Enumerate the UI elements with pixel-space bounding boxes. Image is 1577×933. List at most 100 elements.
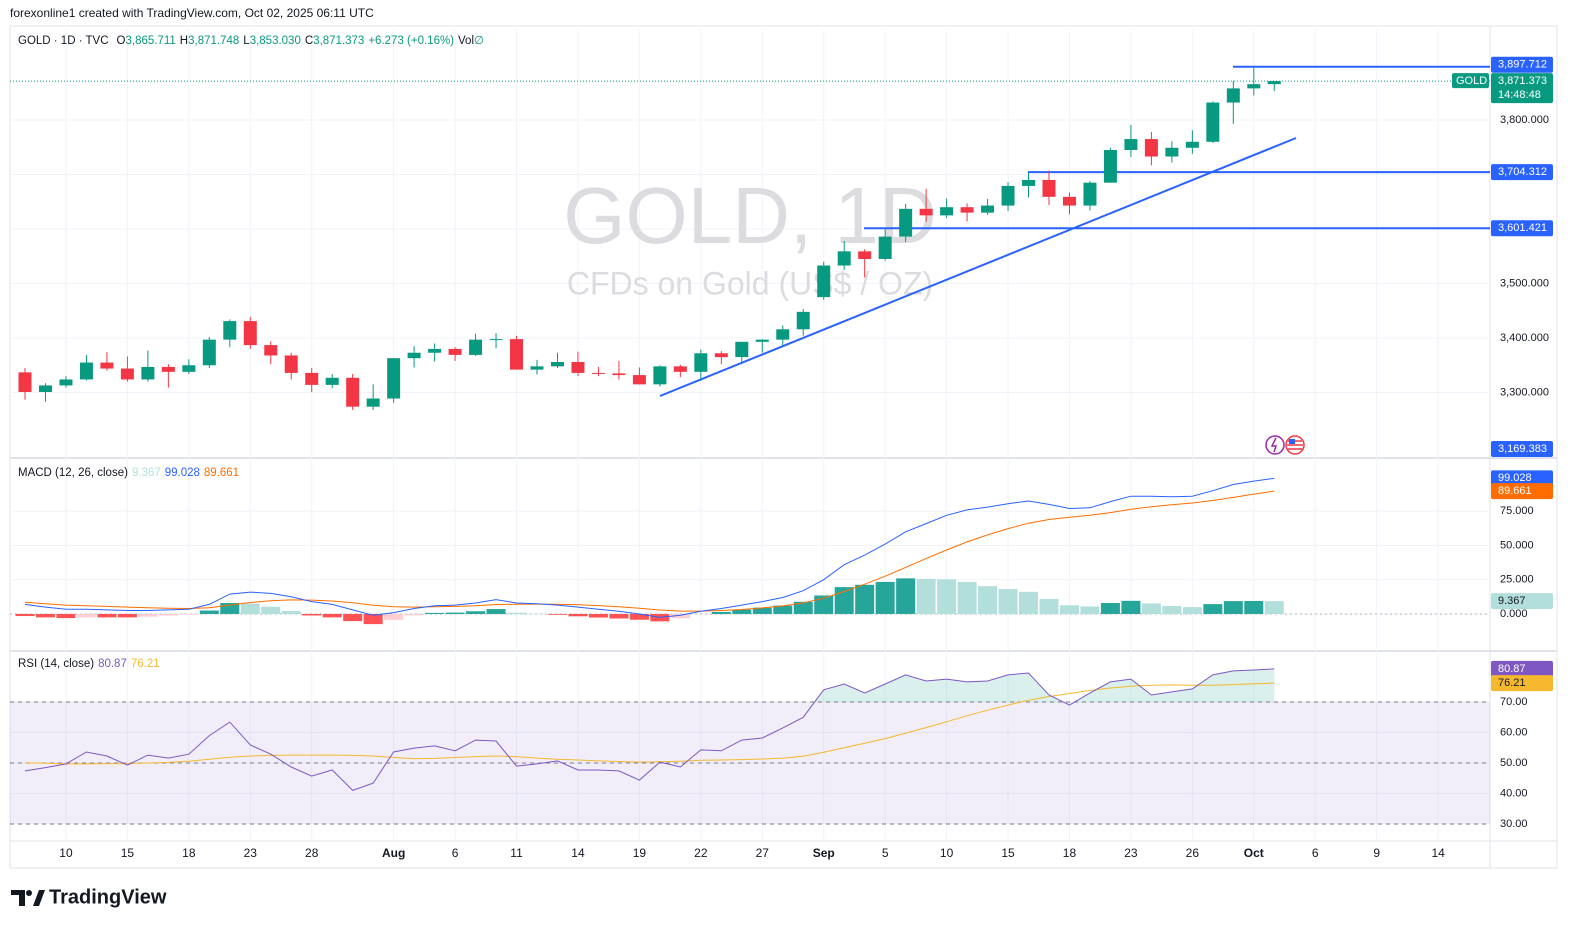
candle-body: [673, 366, 687, 372]
symbol-title: GOLD · 1D · TVC: [18, 35, 109, 47]
histogram-bar: [1203, 604, 1223, 614]
x-tick-label: 14: [571, 846, 585, 860]
histogram-bar: [1100, 603, 1120, 614]
x-tick-label: 26: [1186, 846, 1200, 860]
signal-line: [24, 490, 1275, 612]
candle-body: [960, 207, 974, 213]
volume-key: Vol: [458, 35, 475, 47]
x-tick-label: Aug: [382, 846, 405, 860]
histogram-bar: [732, 609, 752, 614]
candle-body: [182, 365, 196, 372]
histogram-bar: [1141, 603, 1161, 614]
candle-body: [1165, 147, 1179, 157]
histogram-bar: [507, 612, 527, 614]
candle-body: [1083, 182, 1097, 206]
x-tick-label: 5: [882, 846, 889, 860]
histogram-bar: [384, 613, 404, 620]
symbol-tag-box: [1452, 73, 1489, 89]
candle-body: [1103, 149, 1117, 183]
histogram-bar: [1059, 605, 1079, 614]
macd-tag-box: [1491, 593, 1553, 610]
histogram-bar: [158, 613, 178, 616]
level-tag: 3,897.712: [1498, 59, 1547, 71]
candle-body: [530, 366, 544, 370]
x-tick-label: 28: [305, 846, 319, 860]
histogram-bar: [138, 613, 158, 617]
rsi-ma-value: 76.21: [130, 658, 160, 670]
histogram-bar: [466, 611, 486, 614]
candle-body: [776, 329, 790, 340]
candle-body: [612, 373, 626, 376]
y-tick-label: 50.00: [1500, 757, 1528, 769]
candle-body: [428, 348, 442, 353]
level-tag-box: [1491, 56, 1553, 73]
candle-body: [59, 379, 73, 386]
candle-body: [223, 321, 237, 340]
histogram-bar: [896, 578, 916, 614]
candle-body: [366, 398, 380, 407]
x-tick-label: 10: [940, 846, 954, 860]
histogram-bar: [404, 613, 424, 616]
histogram-bar: [711, 611, 731, 614]
candle-body: [591, 372, 605, 374]
macd-tag: 99.028: [1498, 472, 1532, 484]
change: +6.273 (+0.16%): [368, 35, 455, 47]
rsi-tag-box: [1491, 660, 1553, 677]
candle-body: [1001, 185, 1015, 206]
attribution: forexonline1 created with TradingView.co…: [10, 6, 374, 20]
candle-body: [407, 352, 421, 359]
candle-body: [489, 339, 503, 341]
candle-body: [38, 385, 52, 392]
histogram-bar: [281, 610, 301, 614]
histogram-bar: [834, 587, 854, 614]
histogram-bar: [363, 613, 383, 625]
candle-body: [1267, 81, 1281, 85]
candle-body: [837, 251, 851, 266]
chart-frame: [9, 25, 1558, 869]
macd-tag: 9.367: [1498, 595, 1526, 607]
histogram-bar: [486, 609, 506, 614]
candle-body: [817, 265, 831, 298]
level-tag: 3,704.312: [1498, 166, 1547, 178]
y-tick-label: 0.000: [1500, 608, 1528, 620]
histogram-bar: [240, 603, 260, 614]
ohlc-value: 3,853.030: [249, 35, 301, 47]
candle-body: [981, 205, 995, 213]
x-tick-label: 15: [1001, 846, 1015, 860]
histogram-bar: [978, 586, 998, 614]
histogram-bar: [1039, 598, 1059, 614]
y-tick-label: 75.000: [1500, 505, 1534, 517]
x-tick-label: 11: [510, 846, 523, 860]
candle-body: [550, 361, 564, 367]
histogram-bar: [752, 607, 772, 614]
histogram-bar: [609, 613, 629, 619]
macd-line: [24, 477, 1275, 618]
histogram-bar: [1162, 606, 1182, 614]
candle-body: [858, 251, 872, 259]
x-tick-label: 15: [121, 846, 135, 860]
candle-body: [653, 366, 667, 385]
histogram-bar: [56, 613, 76, 619]
countdown: 14:48:48: [1498, 89, 1541, 101]
rsi-tag: 76.21: [1498, 677, 1526, 689]
trendline: [659, 137, 1297, 397]
histogram-bar: [629, 613, 649, 620]
histogram-bar: [1121, 600, 1141, 614]
candle-body: [264, 345, 278, 356]
candle-body: [510, 339, 524, 370]
macd-value: 99.028: [164, 467, 200, 479]
brand-logo: [11, 890, 45, 906]
event-icons: [1265, 435, 1305, 455]
overbought-fill: [25, 668, 1275, 703]
y-tick-label: 50.000: [1500, 539, 1534, 551]
level-tag-box: [1491, 164, 1553, 181]
histogram-bar: [1223, 601, 1243, 614]
histogram-bar: [588, 613, 608, 618]
x-tick-label: 18: [182, 846, 196, 860]
histogram-bar: [302, 613, 322, 616]
histogram-bar: [445, 612, 465, 614]
y-tick-label: 30.00: [1500, 818, 1528, 830]
candle-body: [919, 208, 933, 216]
rsi-ma-line: [24, 682, 1275, 765]
